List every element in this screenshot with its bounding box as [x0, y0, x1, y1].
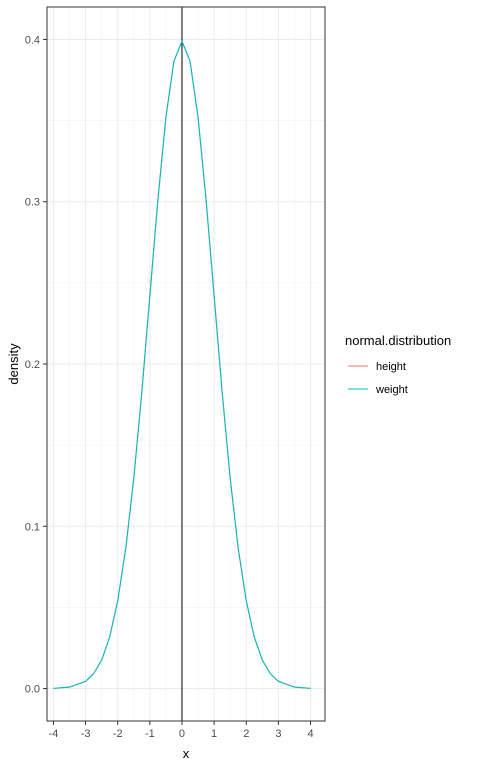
x-tick-label: 4 [307, 728, 313, 740]
x-tick-label: 0 [179, 728, 185, 740]
x-axis-ticks: -4 -3 -2 -1 0 1 2 3 4 [49, 721, 314, 740]
x-tick-label: 3 [275, 728, 281, 740]
series-line-weight [53, 40, 311, 689]
legend: normal.distribution height weight [345, 333, 451, 396]
y-tick-label: 0.4 [25, 34, 40, 46]
legend-label-height: height [376, 361, 406, 373]
legend-title: normal.distribution [345, 333, 451, 348]
y-tick-label: 0.1 [25, 521, 40, 533]
x-tick-label: 1 [211, 728, 217, 740]
y-axis-ticks: 0.0 0.1 0.2 0.3 0.4 [25, 34, 47, 696]
series-layer [53, 40, 311, 689]
y-axis-title: density [6, 343, 21, 385]
x-tick-label: 2 [243, 728, 249, 740]
legend-label-weight: weight [375, 384, 408, 396]
x-tick-label: -1 [145, 728, 155, 740]
y-tick-label: 0.2 [25, 359, 40, 371]
x-axis-title: x [183, 746, 190, 761]
x-tick-label: -2 [113, 728, 123, 740]
x-tick-label: -4 [49, 728, 59, 740]
y-tick-label: 0.3 [25, 197, 40, 209]
x-tick-label: -3 [81, 728, 91, 740]
y-tick-label: 0.0 [25, 684, 40, 696]
